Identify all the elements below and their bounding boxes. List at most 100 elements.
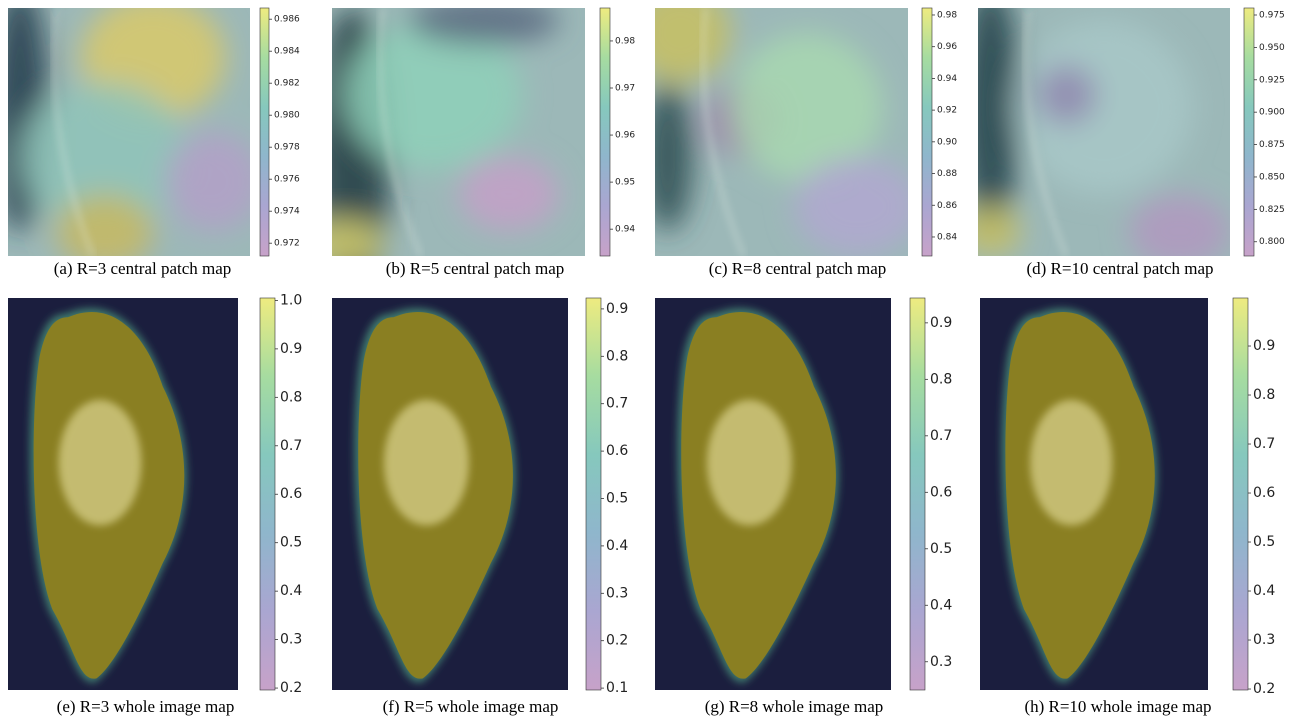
image-texture xyxy=(332,8,560,256)
image-region xyxy=(332,218,383,256)
colorbar-tick-label: 0.3 xyxy=(1253,632,1275,648)
caption: (d) R=10 central patch map xyxy=(1026,259,1213,278)
colorbar-tick-label: 0.1 xyxy=(606,680,628,696)
image-region xyxy=(978,8,1021,232)
colorbar-tick-label: 0.3 xyxy=(606,585,628,601)
heatmap-image xyxy=(8,8,250,256)
colorbar-tick-label: 0.9 xyxy=(1253,338,1275,354)
colorbar-tick-label: 0.6 xyxy=(1253,485,1275,501)
colorbar-tick-label: 0.96 xyxy=(937,42,957,52)
colorbar-tick-label: 0.4 xyxy=(1253,583,1275,599)
colorbar xyxy=(1232,297,1249,691)
image-structure xyxy=(701,8,745,256)
image-structure xyxy=(1030,399,1113,526)
image-region xyxy=(794,156,908,256)
image-texture xyxy=(978,8,1230,256)
colorbar-tick-label: 0.925 xyxy=(1259,75,1285,85)
colorbar-tick-label: 0.875 xyxy=(1259,140,1285,150)
image-region xyxy=(20,82,190,232)
colorbar xyxy=(909,297,926,691)
caption: (e) R=3 whole image map xyxy=(57,697,235,716)
caption: (f) R=5 whole image map xyxy=(383,697,559,716)
image-region xyxy=(407,8,560,46)
colorbar-tick-label: 0.98 xyxy=(937,10,957,20)
colorbar-tick-label: 0.7 xyxy=(930,428,952,444)
image-structure xyxy=(1024,8,1068,256)
colorbar-tick-label: 0.8 xyxy=(1253,387,1275,403)
colorbar xyxy=(599,7,611,257)
colorbar xyxy=(259,297,276,691)
image-region xyxy=(655,82,693,232)
colorbar-tick-label: 0.2 xyxy=(280,680,302,696)
colorbar-tick-label: 0.96 xyxy=(615,131,635,141)
colorbar-tick-label: 0.92 xyxy=(937,106,957,116)
colorbar-tick-label: 0.850 xyxy=(1259,172,1285,182)
colorbar-tick-label: 0.5 xyxy=(606,491,628,507)
colorbar-tick-label: 0.5 xyxy=(1253,534,1275,550)
colorbar-tick-label: 0.984 xyxy=(274,47,300,57)
colorbar-tick-label: 0.94 xyxy=(615,225,635,235)
colorbar-tick-label: 0.7 xyxy=(606,396,628,412)
colorbar-tick-label: 0.6 xyxy=(930,484,952,500)
colorbar-tick-label: 0.825 xyxy=(1259,205,1285,215)
colorbar-tick-label: 0.90 xyxy=(937,137,957,147)
colorbar-tick-label: 0.88 xyxy=(937,169,957,179)
colorbar-tick-label: 0.6 xyxy=(606,443,628,459)
caption: (c) R=8 central patch map xyxy=(709,259,887,278)
heatmap-image xyxy=(332,8,585,256)
heatmap-image xyxy=(978,8,1230,256)
colorbar-tick-label: 0.2 xyxy=(1253,681,1275,697)
colorbar-tick-label: 0.86 xyxy=(937,201,957,211)
colorbar-tick-label: 0.4 xyxy=(606,538,628,554)
colorbar-tick-label: 0.3 xyxy=(280,632,302,648)
image-texture xyxy=(655,8,908,256)
image-region xyxy=(344,20,522,170)
image-structure xyxy=(52,8,95,256)
image-region xyxy=(1035,65,1097,125)
colorbar-tick-label: 0.982 xyxy=(274,79,300,89)
colorbar-tick-label: 0.9 xyxy=(280,341,302,357)
colorbar xyxy=(921,7,933,257)
colorbar-tick-label: 0.6 xyxy=(280,486,302,502)
colorbar-tick-label: 0.5 xyxy=(930,541,952,557)
heatmap-image xyxy=(655,298,891,690)
image-region xyxy=(978,206,1021,256)
caption: (a) R=3 central patch map xyxy=(54,259,232,278)
colorbar xyxy=(1243,7,1255,257)
heatmap-image xyxy=(332,298,568,690)
colorbar-tick-label: 0.94 xyxy=(937,74,957,84)
image-region xyxy=(1015,20,1193,194)
colorbar-tick-label: 0.900 xyxy=(1259,108,1285,118)
colorbar-tick-label: 0.950 xyxy=(1259,43,1285,53)
colorbar-tick-label: 0.9 xyxy=(606,301,628,317)
colorbar-tick-label: 0.800 xyxy=(1259,237,1285,247)
colorbar-tick-label: 0.8 xyxy=(280,389,302,405)
image-region xyxy=(730,32,883,182)
caption: (g) R=8 whole image map xyxy=(705,697,884,716)
image-structure xyxy=(383,399,469,526)
colorbar-tick-label: 0.95 xyxy=(615,178,635,188)
image-region xyxy=(458,156,560,232)
colorbar-tick-label: 0.9 xyxy=(930,315,952,331)
colorbar xyxy=(585,297,602,691)
colorbar-tick-label: 0.972 xyxy=(274,239,300,249)
colorbar-tick-label: 0.980 xyxy=(274,111,300,121)
colorbar xyxy=(259,7,270,257)
image-region xyxy=(165,132,250,232)
colorbar-tick-label: 0.7 xyxy=(280,438,302,454)
colorbar-tick-label: 0.986 xyxy=(274,15,300,25)
colorbar-tick-label: 0.8 xyxy=(606,348,628,364)
caption: (b) R=5 central patch map xyxy=(386,259,565,278)
image-region xyxy=(655,8,731,83)
colorbar-tick-label: 0.976 xyxy=(274,175,300,185)
colorbar-tick-label: 0.3 xyxy=(930,654,952,670)
image-region xyxy=(56,194,154,256)
caption: (h) R=10 whole image map xyxy=(1024,697,1211,716)
colorbar-tick-label: 0.4 xyxy=(280,583,302,599)
image-structure xyxy=(378,8,422,256)
colorbar-tick-label: 0.974 xyxy=(274,207,300,217)
colorbar-tick-label: 0.8 xyxy=(930,371,952,387)
colorbar-tick-label: 0.97 xyxy=(615,84,635,94)
colorbar-tick-label: 0.5 xyxy=(280,535,302,551)
